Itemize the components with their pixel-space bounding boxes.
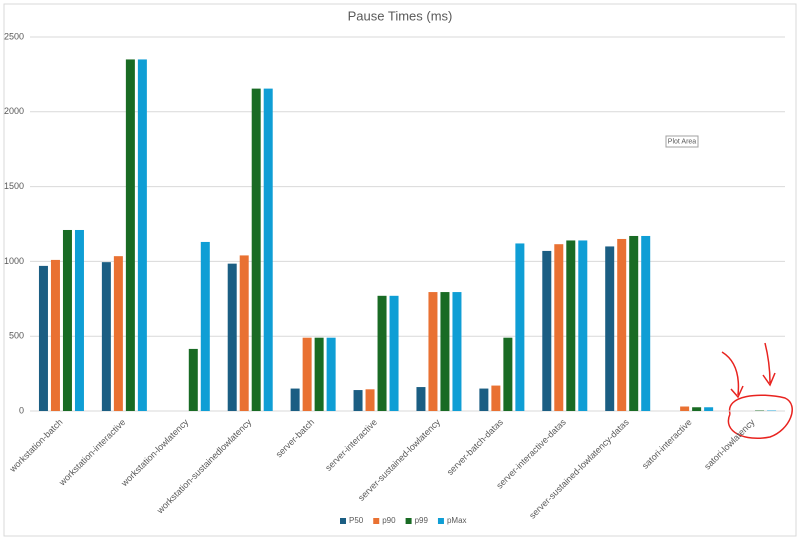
bar bbox=[137, 59, 147, 411]
annotation-arrow bbox=[762, 342, 776, 387]
annotation-circle bbox=[727, 394, 793, 439]
y-tick-label: 2000 bbox=[4, 106, 24, 116]
bar bbox=[617, 238, 627, 411]
bar bbox=[263, 88, 273, 411]
bar bbox=[629, 235, 639, 411]
annotation bbox=[721, 342, 793, 439]
bar bbox=[641, 235, 651, 411]
y-tick-label: 0 bbox=[19, 405, 24, 415]
bar bbox=[377, 295, 387, 411]
bar bbox=[491, 385, 501, 411]
bar bbox=[692, 407, 702, 411]
bar bbox=[389, 295, 399, 411]
bar bbox=[542, 250, 552, 411]
bar bbox=[50, 259, 60, 411]
bar bbox=[101, 262, 111, 411]
bar bbox=[302, 337, 312, 411]
bar bbox=[188, 348, 198, 411]
bar bbox=[113, 256, 123, 411]
legend-label: p90 bbox=[382, 516, 396, 525]
legend-label: pMax bbox=[447, 516, 467, 525]
bar bbox=[452, 292, 462, 411]
legend-swatch bbox=[340, 518, 346, 524]
bar bbox=[479, 388, 489, 411]
bar bbox=[704, 407, 714, 411]
bar bbox=[38, 265, 48, 411]
bar bbox=[578, 240, 588, 411]
bar bbox=[353, 390, 363, 411]
bar bbox=[290, 388, 300, 411]
bar bbox=[74, 229, 84, 411]
bar bbox=[605, 246, 615, 411]
y-tick-label: 2500 bbox=[4, 31, 24, 41]
bar bbox=[503, 337, 513, 411]
bar bbox=[200, 241, 210, 411]
bar bbox=[125, 59, 135, 411]
bar bbox=[365, 389, 375, 411]
tooltip-text: Plot Area bbox=[668, 138, 697, 145]
legend-swatch bbox=[373, 518, 380, 524]
bar bbox=[566, 240, 576, 411]
legend-label: p99 bbox=[415, 516, 429, 525]
tooltip-box bbox=[665, 135, 699, 148]
chart-title: Pause Times (ms) bbox=[348, 8, 453, 23]
chart-frame bbox=[3, 3, 797, 537]
bar bbox=[680, 406, 690, 411]
y-tick-label: 500 bbox=[9, 331, 24, 341]
bar bbox=[239, 255, 249, 411]
bar bbox=[62, 229, 72, 411]
bar bbox=[428, 292, 438, 411]
y-tick-label: 1000 bbox=[4, 256, 24, 266]
bar bbox=[554, 244, 564, 411]
legend-label: P50 bbox=[349, 516, 364, 525]
annotation-arrow bbox=[721, 351, 744, 399]
legend-swatch bbox=[437, 518, 444, 524]
bar bbox=[515, 243, 525, 411]
y-tick-label: 1500 bbox=[4, 181, 24, 191]
bar bbox=[227, 263, 237, 411]
tooltip: Plot Area bbox=[665, 135, 699, 148]
bar bbox=[314, 337, 324, 411]
bar bbox=[326, 337, 336, 411]
bar bbox=[251, 88, 261, 411]
legend-swatch bbox=[405, 518, 412, 524]
bar bbox=[440, 292, 450, 411]
bar bbox=[416, 387, 426, 411]
